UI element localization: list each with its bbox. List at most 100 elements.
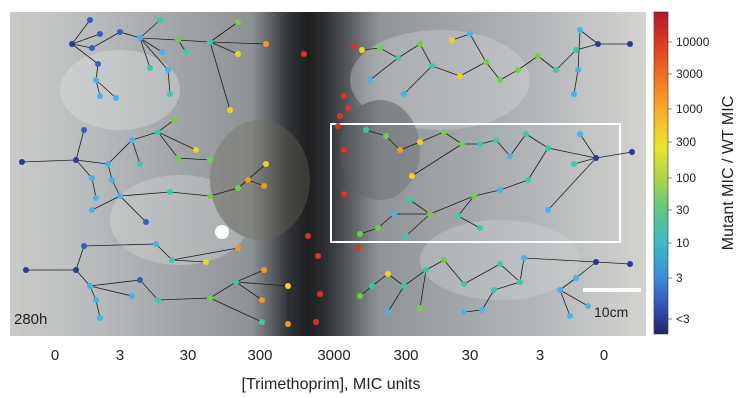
mutant-node [261, 267, 267, 273]
lineage-edge [463, 309, 483, 313]
mutant-node [207, 39, 213, 45]
mutant-node [627, 261, 633, 267]
lineage-edge [371, 273, 389, 287]
lineage-edge [119, 191, 171, 197]
lineage-edge [157, 131, 179, 159]
mutant-node [317, 291, 323, 297]
mutant-node [341, 93, 347, 99]
mutant-node [573, 275, 579, 281]
mutant-node [483, 59, 489, 65]
lineage-edge [555, 49, 577, 71]
mutant-node [233, 279, 239, 285]
mutant-node [455, 213, 461, 219]
lineage-edge [499, 263, 521, 283]
x-tick-label: 3000 [317, 347, 350, 364]
mutant-node [117, 29, 123, 35]
x-tick-label: 300 [393, 347, 418, 364]
lineage-edge [139, 37, 179, 41]
lineage-nodes [19, 17, 635, 327]
mutant-node [165, 67, 171, 73]
lineage-edge [573, 69, 579, 95]
mutant-node [407, 197, 413, 203]
mutant-node [417, 41, 423, 47]
mutant-node [245, 177, 251, 183]
mutant-node [183, 49, 189, 55]
mutant-node [137, 35, 143, 41]
lineage-edge [89, 285, 133, 297]
time-label: 280h [14, 311, 47, 328]
lineage-edge [495, 139, 511, 157]
lineage-edge [139, 37, 163, 53]
mutant-node [377, 45, 383, 51]
colorbar-tick-label: <3 [676, 312, 690, 326]
mutant-node [401, 91, 407, 97]
mutant-node [19, 159, 25, 165]
lineage-edge [71, 33, 101, 45]
lineage-edge [537, 55, 557, 71]
mutant-node [263, 161, 269, 167]
lineage-edge [459, 61, 487, 77]
x-tick-label: 0 [51, 347, 59, 364]
lineage-edge [177, 39, 211, 43]
lineage-edge [139, 279, 159, 301]
mutant-node [81, 127, 87, 133]
lineage-edge [575, 261, 597, 279]
highlight-box [330, 123, 621, 243]
mutant-node [553, 67, 559, 73]
mutant-node [391, 211, 397, 217]
lineage-edge [359, 227, 379, 235]
lineage-edge [559, 289, 571, 317]
mutant-node [355, 245, 361, 251]
mutant-node [593, 155, 599, 161]
mutant-node [357, 231, 363, 237]
mutant-node [167, 91, 173, 97]
mutant-node [441, 129, 447, 135]
lineage-edge [429, 195, 475, 215]
lineage-edge [425, 259, 445, 271]
mutant-node [305, 233, 311, 239]
mutant-node [97, 93, 103, 99]
lineage-edge [431, 65, 461, 77]
mutant-node [207, 193, 213, 199]
lineage-edge [463, 263, 501, 285]
lineage-edge [499, 69, 519, 81]
x-tick-label: 300 [247, 347, 272, 364]
mutant-node [153, 241, 159, 247]
mutant-node [497, 187, 503, 193]
mutant-node [497, 261, 503, 267]
lineage-edge [369, 57, 399, 81]
colorbar-tick-label: 300 [676, 135, 696, 149]
lineage-edge [209, 281, 237, 299]
mutant-node [417, 139, 423, 145]
lineage-edge [527, 147, 549, 181]
mutant-node [93, 297, 99, 303]
lineage-edge [71, 43, 93, 49]
mutant-node [359, 47, 365, 53]
lineage-edge [365, 129, 387, 137]
lineage-edge [469, 33, 487, 63]
colorbar-ticks: 10000 3000 1000 300 100 30 10 3 <3 [668, 35, 710, 326]
lineage-edge [451, 33, 471, 41]
lineage-edge [169, 191, 211, 197]
colorbar-tick-label: 100 [676, 171, 696, 185]
mutant-node [459, 141, 465, 147]
mutant-node [449, 37, 455, 43]
mutant-node [143, 219, 149, 225]
lineage-edge [131, 139, 141, 165]
mutant-node [313, 319, 319, 325]
mutant-node [575, 67, 581, 73]
mutant-node [585, 303, 591, 309]
lineage-edge [547, 157, 597, 211]
mutant-node [81, 243, 87, 249]
mutant-node [461, 281, 467, 287]
mutant-node [315, 253, 321, 259]
mutant-node [417, 305, 423, 311]
mutant-node [235, 245, 241, 251]
plate-texture [60, 30, 580, 300]
lineage-edge [525, 133, 549, 149]
colorbar [653, 11, 669, 335]
lineage-edge [75, 245, 85, 271]
colorbar-tick-label: 10000 [676, 35, 710, 49]
mutant-node [93, 195, 99, 201]
